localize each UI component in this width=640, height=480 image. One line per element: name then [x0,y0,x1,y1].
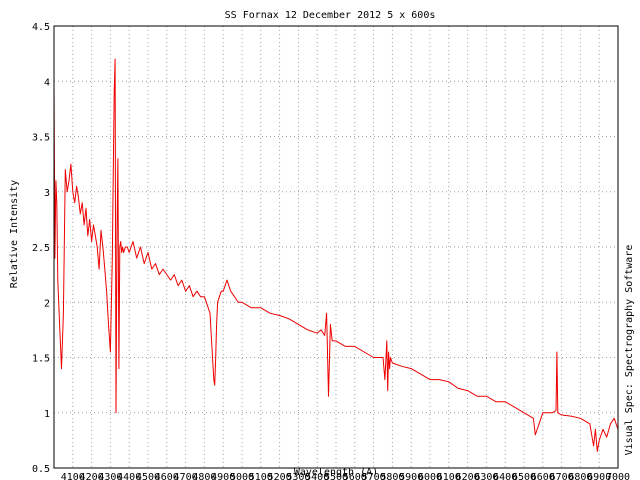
x-tick-label: 4700 [174,472,198,480]
x-tick-label: 6600 [531,472,555,480]
x-tick-label: 5800 [380,472,404,480]
y-tick-label: 1.5 [32,354,50,365]
x-tick-label: 6300 [474,472,498,480]
x-tick-label: 5200 [268,472,292,480]
x-tick-label: 5300 [286,472,310,480]
x-tick-label: 4500 [136,472,160,480]
chart-title: SS Fornax 12 December 2012 5 x 600s [225,10,436,21]
series-lines [53,58,619,452]
x-tick-label: 5100 [249,472,273,480]
x-tick-label: 4800 [192,472,216,480]
x-tick-label: 4300 [98,472,122,480]
x-tick-label: 6000 [418,472,442,480]
x-tick-label: 5400 [305,472,329,480]
x-tick-labels: 4100420043004400450046004700480049005000… [61,472,630,480]
plot-frame [53,25,619,469]
x-tick-label: 6500 [512,472,536,480]
x-tick-label: 4100 [61,472,85,480]
grid [54,26,618,468]
y-tick-label: 2.5 [32,243,50,254]
y-tick-label: 4 [44,77,50,88]
x-tick-label: 5600 [343,472,367,480]
spectrum-line [53,58,619,452]
x-tick-label: 6200 [456,472,480,480]
x-axis-label: Wavelength (A) [294,467,378,478]
x-tick-label: 7000 [606,472,630,480]
y-tick-label: 3 [44,188,50,199]
x-tick-label: 4200 [80,472,104,480]
y-tick-label: 0.5 [32,464,50,475]
y-tick-label: 1 [44,409,50,420]
x-tick-label: 6900 [587,472,611,480]
x-tick-label: 6700 [550,472,574,480]
x-tick-label: 4600 [155,472,179,480]
y-tick-label: 4.5 [32,22,50,33]
x-tick-label: 5000 [230,472,254,480]
x-tick-label: 5500 [324,472,348,480]
y-tick-labels: 0.5 1 1.5 2 2.5 3 3.5 4 4.5 [32,22,50,475]
x-tick-label: 4900 [211,472,235,480]
x-tick-label: 6100 [437,472,461,480]
x-tick-label: 6400 [493,472,517,480]
x-tick-label: 5900 [399,472,423,480]
x-tick-label: 5700 [362,472,386,480]
x-tick-label: 6800 [568,472,592,480]
y-axis-label: Relative Intensity [9,180,20,288]
y-tick-label: 3.5 [32,133,50,144]
x-tick-label: 4400 [117,472,141,480]
software-credit: Visual Spec: Spectrography Software [624,245,635,456]
y-tick-label: 2 [44,298,50,309]
